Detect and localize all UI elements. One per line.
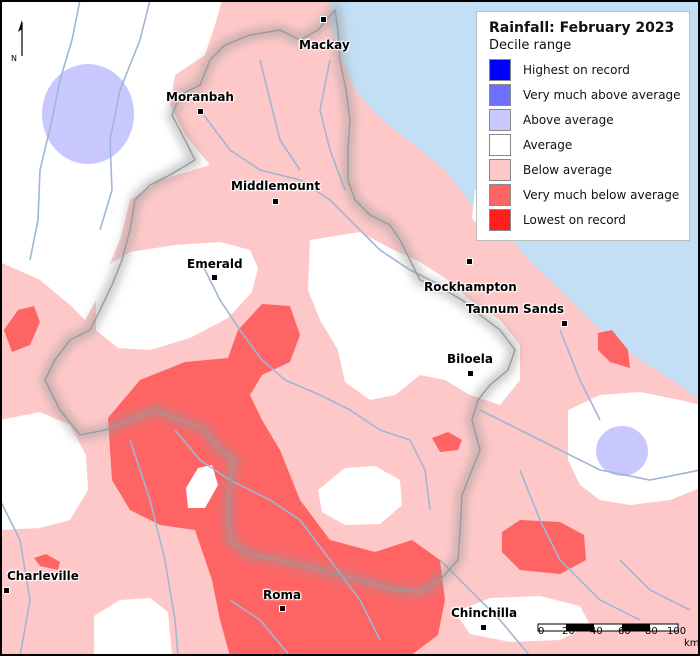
river <box>199 259 381 431</box>
scale-tick: 20 <box>562 626 575 637</box>
town-marker-charleville <box>3 587 10 594</box>
town-label-rockhampton: Rockhampton <box>424 280 517 294</box>
very-much-below-average-area-coast <box>598 330 630 368</box>
legend: Rainfall: February 2023 Decile range Hig… <box>476 11 690 241</box>
north-arrow-icon <box>18 20 23 56</box>
river <box>229 599 291 656</box>
town-marker-mackay <box>320 16 327 23</box>
town-marker-biloela <box>467 370 474 377</box>
average-area-central <box>308 232 520 405</box>
average-area-south-central <box>318 466 402 525</box>
town-label-chinchilla: Chinchilla <box>451 606 518 620</box>
river <box>259 59 301 171</box>
legend-swatch <box>489 83 511 106</box>
legend-item-very-much-below: Very much below average <box>489 182 689 207</box>
legend-label: Below average <box>523 162 613 177</box>
legend-item-above: Above average <box>489 107 689 132</box>
river <box>0 499 31 656</box>
town-label-tannum-sands: Tannum Sands <box>466 302 565 316</box>
legend-label: Lowest on record <box>523 212 626 227</box>
very-much-below-average-area-southeast <box>502 520 586 574</box>
town-label-emerald: Emerald <box>187 257 243 271</box>
map-title: Rainfall: February 2023 <box>489 20 675 36</box>
average-area-west-mid <box>0 412 88 530</box>
basin-boundary <box>44 8 516 593</box>
town-marker-chinchilla <box>480 624 487 631</box>
town-label-biloela: Biloela <box>447 352 493 366</box>
scale-bar <box>537 623 679 632</box>
north-label: N <box>11 54 17 63</box>
legend-swatch <box>489 133 511 156</box>
town-label-roma: Roma <box>263 588 302 602</box>
river <box>379 429 431 511</box>
river <box>99 0 151 231</box>
very-much-below-average-area-west <box>4 306 40 352</box>
very-much-below-average-area-small <box>432 432 462 452</box>
town-marker-tannum-sands <box>561 320 568 327</box>
scale-unit: km <box>684 638 700 649</box>
legend-item-below: Below average <box>489 157 689 182</box>
scale-tick: 100 <box>667 626 687 637</box>
river <box>619 559 691 611</box>
legend-item-lowest: Lowest on record <box>489 207 689 232</box>
legend-subtitle: Decile range <box>489 38 572 53</box>
legend-label: Highest on record <box>523 62 630 77</box>
river <box>519 469 641 621</box>
town-marker-roma <box>279 605 286 612</box>
sea-area-north <box>330 0 700 10</box>
town-marker-moranbah <box>197 108 204 115</box>
scale-tick: 40 <box>590 626 603 637</box>
town-label-charleville: Charleville <box>7 569 79 583</box>
river <box>29 0 81 261</box>
scale-tick: 0 <box>538 626 545 637</box>
legend-label: Very much above average <box>523 87 681 102</box>
legend-label: Average <box>523 137 573 152</box>
legend-swatch <box>489 158 511 181</box>
town-marker-middlemount <box>272 198 279 205</box>
above-average-area-north <box>42 64 134 164</box>
very-much-below-average-area-main <box>108 304 445 656</box>
town-label-moranbah: Moranbah <box>166 90 234 104</box>
town-marker-emerald <box>211 274 218 281</box>
river <box>319 59 346 191</box>
average-area-emerald <box>96 242 258 350</box>
river <box>129 439 179 656</box>
above-average-area-east <box>596 426 648 476</box>
legend-label: Very much below average <box>523 187 680 202</box>
average-area-southwest <box>94 598 172 656</box>
town-label-mackay: Mackay <box>299 38 350 52</box>
river <box>439 559 531 656</box>
legend-swatch <box>489 108 511 131</box>
average-hole-in-deficit <box>186 465 218 508</box>
very-much-below-average-area-charleville <box>34 554 60 570</box>
legend-item-very-much-above: Very much above average <box>489 82 689 107</box>
town-label-middlemount: Middlemount <box>231 179 321 193</box>
legend-swatch <box>489 208 511 231</box>
river <box>559 329 601 421</box>
legend-item-highest: Highest on record <box>489 57 689 82</box>
legend-swatch <box>489 58 511 81</box>
town-marker-rockhampton <box>466 258 473 265</box>
legend-items: Highest on record Very much above averag… <box>489 57 689 232</box>
river <box>479 409 700 481</box>
legend-item-average: Average <box>489 132 689 157</box>
scale-tick: 60 <box>618 626 631 637</box>
legend-label: Above average <box>523 112 614 127</box>
river <box>174 429 381 641</box>
scale-tick: 80 <box>645 626 658 637</box>
legend-swatch <box>489 183 511 206</box>
